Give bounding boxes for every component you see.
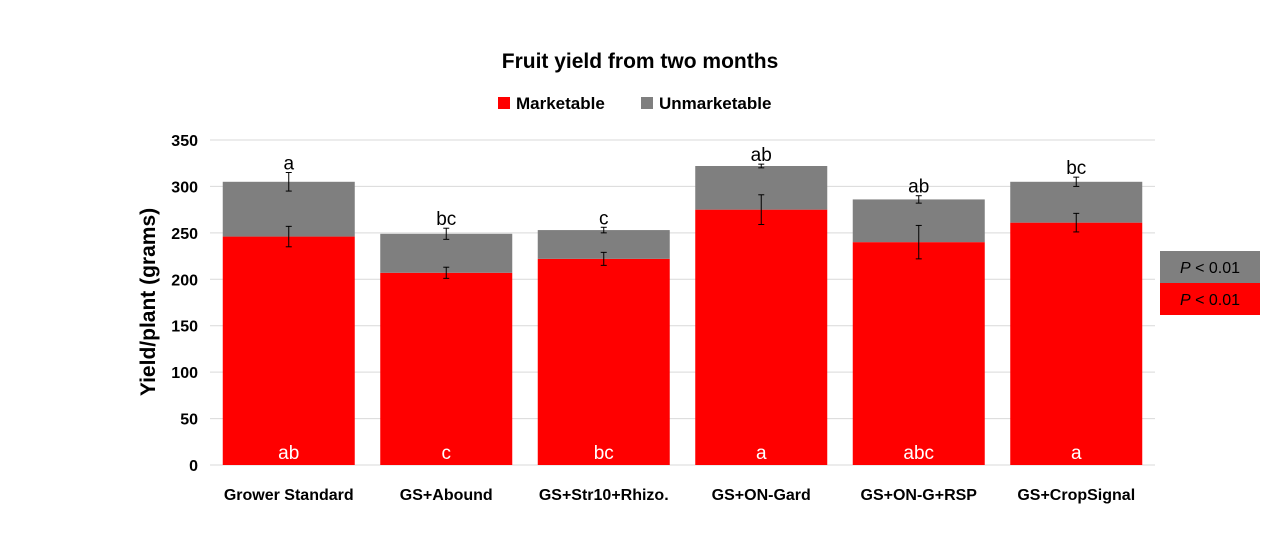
error-bars [285,163,1080,279]
bars [222,166,1143,465]
x-axis-ticks: Grower Standard GS+Abound GS+Str10+Rhizo. G… [224,487,1135,504]
significance-boxes: P < 0.01 P < 0.01 [1160,251,1260,315]
y-axis-label: Yield/plant (grams) [137,208,160,396]
bar-unmarketable [380,233,513,273]
letter-unmarketable: a [283,154,294,175]
bar-marketable [537,258,670,465]
chart-title: Fruit yield from two months [502,50,779,73]
letter-unmarketable: bc [1066,158,1086,179]
gridlines [210,139,1155,466]
letter-marketable: abc [903,443,934,464]
y-tick-label: 200 [171,272,198,289]
letter-unmarketable: c [599,208,609,229]
y-tick-label: 50 [180,412,198,429]
y-axis-ticks: 0 50 100 150 200 250 300 350 [171,133,198,475]
x-tick-label: GS+ON-Gard [712,487,811,504]
legend-label: Unmarketable [659,94,771,113]
y-tick-label: 150 [171,319,198,336]
bar-marketable [222,236,355,465]
letter-marketable: a [1071,443,1082,464]
letter-unmarketable: ab [751,145,772,166]
legend-label: Marketable [516,94,605,113]
x-tick-label: GS+ON-G+RSP [861,487,978,504]
significance-box [1160,251,1260,283]
letter-marketable: a [756,443,767,464]
x-tick-label: GS+Abound [400,487,493,504]
bar-marketable [1010,222,1143,465]
letter-marketable: bc [594,443,614,464]
legend: Marketable Unmarketable [498,94,771,113]
x-tick-label: GS+Str10+Rhizo. [539,487,669,504]
letter-marketable: ab [278,443,299,464]
letter-marketable: c [442,443,452,464]
letter-unmarketable: bc [436,209,456,230]
x-tick-label: GS+CropSignal [1017,487,1135,504]
x-tick-label: Grower Standard [224,487,354,504]
legend-swatch [641,97,653,109]
significance-label: P < 0.01 [1180,260,1240,277]
significance-box [1160,283,1260,315]
legend-swatch [498,97,510,109]
y-tick-label: 250 [171,226,198,243]
bar-marketable [380,272,513,465]
y-tick-label: 300 [171,179,198,196]
bar-marketable [852,242,985,465]
letter-unmarketable: ab [908,177,929,198]
y-tick-label: 100 [171,365,198,382]
y-tick-label: 0 [189,458,198,475]
significance-label: P < 0.01 [1180,292,1240,309]
y-tick-label: 350 [171,133,198,150]
bar-marketable [695,209,828,465]
